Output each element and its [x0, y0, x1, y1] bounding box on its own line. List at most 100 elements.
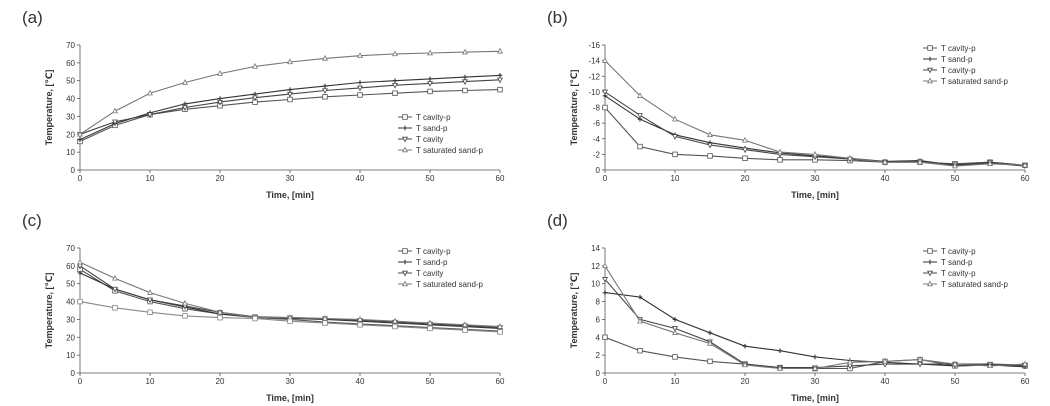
- y-tick-label: 8: [596, 298, 601, 307]
- legend-marker: [402, 248, 408, 254]
- legend-marker: [402, 270, 408, 277]
- x-tick-label: 40: [356, 377, 365, 386]
- data-point: [952, 360, 958, 367]
- data-point: [357, 315, 363, 322]
- legend-entry: T cavity-p: [923, 66, 976, 75]
- y-tick-label: 12: [591, 262, 600, 271]
- y-tick-label: 70: [66, 41, 75, 50]
- x-tick-label: 50: [951, 377, 960, 386]
- data-point: [427, 49, 433, 56]
- data-point: [707, 153, 713, 159]
- y-tick-label: 2: [596, 351, 601, 360]
- x-tick-label: 40: [881, 377, 890, 386]
- data-point: [497, 86, 503, 93]
- data-point: [182, 79, 188, 85]
- data-point: [637, 294, 643, 300]
- legend-entry: T cavity-p: [398, 247, 451, 256]
- line-chart-b: 0 -2 -4 -6 -8 -10 -12 -14 -16 0 10 20 30 40 50 60 Time, …: [569, 41, 1030, 200]
- data-point: [392, 323, 398, 330]
- data-point: [182, 299, 188, 306]
- legend-marker: [402, 280, 408, 287]
- legend-label: T sand-p: [416, 124, 448, 133]
- data-point: [147, 297, 153, 304]
- data-point: [147, 289, 153, 295]
- x-axis-label: Time, [min]: [266, 190, 314, 200]
- legend-label: T cavity-p: [941, 44, 976, 53]
- data-point: [847, 358, 853, 365]
- data-point: [497, 47, 503, 54]
- legend-label: T cavity-p: [416, 113, 451, 122]
- legend-marker: [927, 77, 933, 84]
- data-point: [602, 57, 608, 63]
- legend-marker: [402, 125, 408, 131]
- y-tick-label: 6: [596, 315, 601, 324]
- x-tick-label: 10: [671, 377, 680, 386]
- y-tick-label: -8: [593, 104, 601, 113]
- y-tick-label: 50: [66, 77, 75, 86]
- data-point: [392, 90, 398, 96]
- data-point: [287, 96, 293, 103]
- data-point: [77, 258, 83, 265]
- legend-label: T cavity-p: [941, 269, 976, 278]
- data-point: [427, 319, 433, 326]
- legend-marker: [927, 67, 933, 74]
- data-point: [147, 112, 153, 119]
- legend-marker: [927, 280, 933, 287]
- legend-entry: T sand-p: [923, 55, 973, 64]
- legend-entry: T sand-p: [398, 258, 448, 267]
- data-point: [1022, 161, 1028, 168]
- y-tick-label: 20: [66, 333, 75, 342]
- y-tick-label: 0: [71, 369, 76, 378]
- y-axis-label: Temperature, [℃]: [44, 70, 54, 146]
- y-tick-label: 14: [591, 244, 600, 253]
- y-tick-label: 4: [596, 333, 601, 342]
- data-point: [1022, 360, 1028, 367]
- legend-entry: T cavity-p: [923, 247, 976, 256]
- chart-panel-c: (c) 0 10 20 30 40 50 60 70 0 10 20 30 40 50 60 Time, [m…: [0, 203, 525, 406]
- data-point: [952, 162, 958, 169]
- y-tick-label: 10: [66, 148, 75, 157]
- y-tick-label: 20: [66, 130, 75, 139]
- data-point: [777, 348, 783, 353]
- data-point: [322, 94, 328, 100]
- x-tick-label: 20: [216, 174, 225, 183]
- legend-marker: [402, 259, 408, 265]
- x-axis-label: Time, [min]: [266, 393, 314, 403]
- data-point: [322, 88, 328, 94]
- data-point: [462, 327, 468, 333]
- x-tick-label: 60: [1021, 174, 1030, 183]
- legend-marker: [402, 136, 408, 143]
- data-point: [392, 78, 398, 84]
- data-point: [217, 70, 223, 76]
- data-point: [742, 136, 748, 143]
- data-point: [672, 134, 678, 140]
- data-point: [672, 354, 678, 360]
- data-point: [427, 81, 433, 87]
- series-group: [602, 57, 1028, 169]
- data-point: [707, 131, 713, 138]
- data-point: [777, 148, 783, 155]
- data-point: [77, 270, 83, 276]
- x-tick-label: 40: [881, 174, 890, 183]
- data-point: [217, 99, 223, 106]
- data-point: [917, 361, 923, 368]
- x-tick-label: 30: [811, 174, 820, 183]
- data-point: [672, 317, 678, 322]
- x-tick-label: 50: [951, 174, 960, 183]
- data-point: [252, 62, 258, 69]
- data-point: [882, 357, 888, 364]
- line-chart-c: 0 10 20 30 40 50 60 70 0 10 20 30 40 50 60 Time, [min] T…: [44, 244, 505, 403]
- data-point: [147, 309, 153, 315]
- data-point: [392, 317, 398, 324]
- data-point: [252, 315, 258, 322]
- data-point: [672, 151, 678, 158]
- x-tick-label: 10: [671, 174, 680, 183]
- panel-label: (a): [22, 8, 43, 27]
- data-point: [287, 91, 293, 98]
- legend-label: T cavity-p: [941, 247, 976, 256]
- data-point: [917, 356, 923, 362]
- data-point: [287, 87, 293, 92]
- data-point: [357, 52, 363, 58]
- legend-label: T saturated sand-p: [941, 77, 1009, 86]
- data-point: [637, 113, 643, 119]
